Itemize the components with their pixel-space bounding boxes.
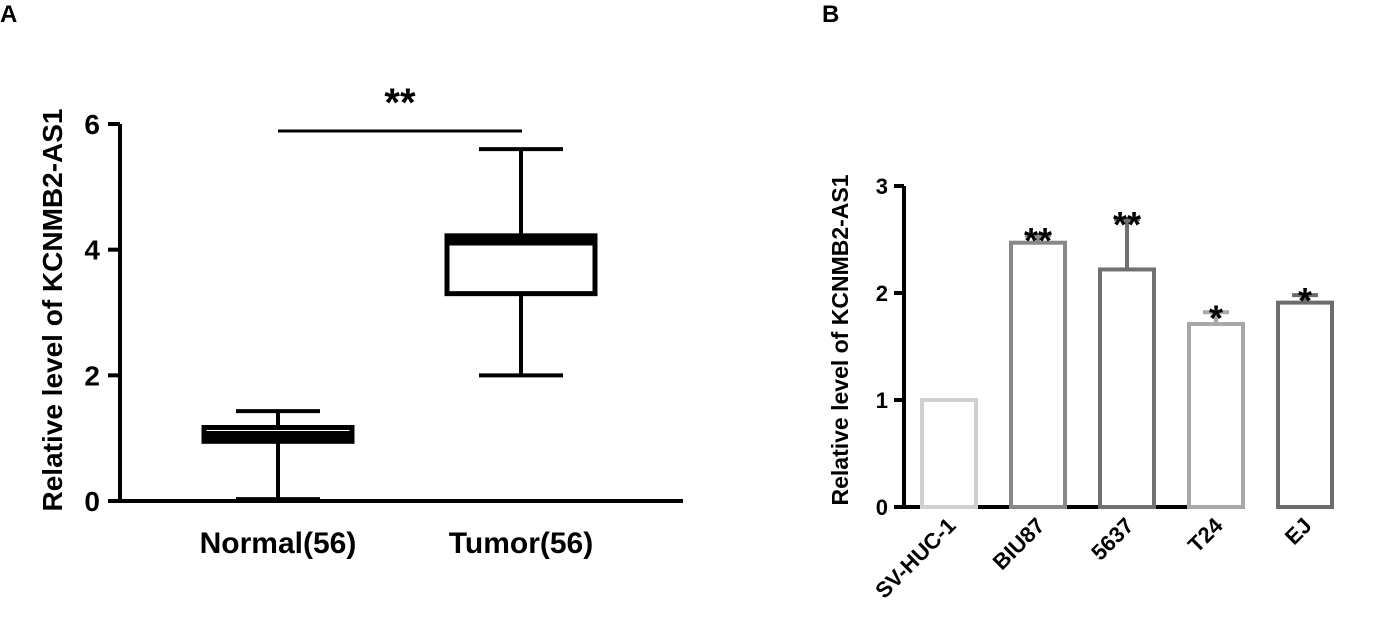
panel-a-y-tick-label: 0 — [84, 486, 100, 517]
panel-a-y-tick-label: 6 — [84, 109, 100, 140]
panel-a: A Relative level of KCNMB2-AS1 0 2 4 6 Norm… — [0, 1, 683, 560]
significance-marker: * — [1209, 297, 1223, 338]
bar — [1009, 240, 1067, 510]
panel-a-significance: ** — [384, 81, 416, 125]
panel-b-category-label: T24 — [1183, 512, 1228, 557]
panel-b-bar-sv-huc-1 — [920, 398, 978, 509]
panel-b-y-tick-label: 1 — [876, 388, 888, 413]
panel-b-bar-t24: * — [1187, 297, 1245, 509]
panel-a-category-label: Tumor(56) — [449, 527, 593, 560]
panel-a-y-tick-label: 2 — [84, 360, 100, 391]
panel-a-letter: A — [0, 1, 17, 28]
panel-b-bar-ej: * — [1276, 280, 1334, 509]
panel-b-category-label: EJ — [1280, 513, 1317, 550]
panel-b-category-label: SV-HUC-1 — [870, 513, 960, 603]
bar — [920, 398, 978, 509]
panel-a-box-1 — [444, 147, 598, 378]
panel-b-y-tick-label: 3 — [876, 174, 888, 199]
panel-a-y-tick-label: 4 — [84, 235, 100, 266]
significance-marker: * — [1298, 280, 1312, 321]
panel-b-y-tick-label: 0 — [876, 495, 888, 520]
panel-b-category-label: BIU87 — [988, 513, 1050, 575]
panel-b-bar-biu87: ** — [1009, 220, 1067, 510]
panel-a-box-0 — [201, 409, 355, 502]
panel-b-bar-5637: ** — [1098, 204, 1156, 509]
bar — [1187, 322, 1245, 509]
bar — [1098, 267, 1156, 509]
significance-marker: ** — [1024, 220, 1052, 261]
panel-b-letter: B — [822, 1, 839, 28]
significance-marker: ** — [1113, 204, 1141, 245]
bar — [1276, 300, 1334, 509]
panel-b-y-axis-label: Relative level of KCNMB2-AS1 — [827, 174, 853, 505]
panel-b-y-tick-label: 2 — [876, 281, 888, 306]
panel-a-y-axis-label: Relative level of KCNMB2-AS1 — [37, 108, 68, 511]
panel-b-category-label: 5637 — [1086, 513, 1138, 565]
panel-a-category-label: Normal(56) — [200, 527, 357, 560]
